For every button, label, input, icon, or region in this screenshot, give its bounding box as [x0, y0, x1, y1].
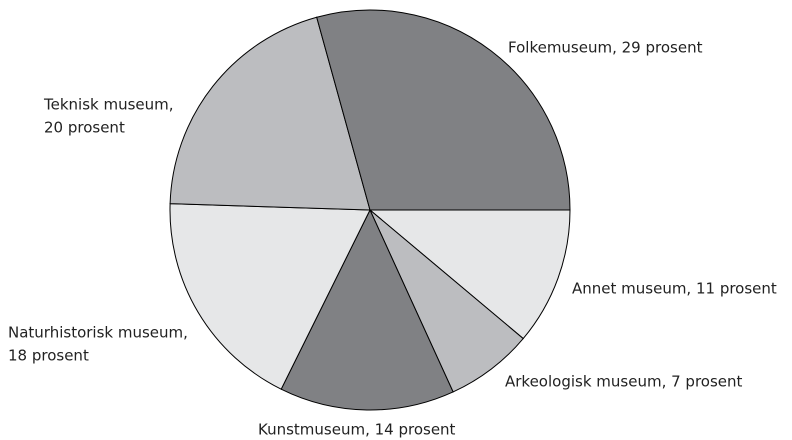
pie-slice: [280, 208, 454, 411]
slice-label: 18 prosent: [8, 347, 89, 365]
pie-slice: [169, 203, 371, 390]
slice-label: Kunstmuseum, 14 prosent: [258, 421, 456, 439]
slice-label: Folkemuseum, 29 prosent: [508, 39, 703, 57]
slice-label: Arkeologisk museum, 7 prosent: [505, 373, 743, 391]
slice-label: 20 prosent: [44, 119, 125, 137]
pie-slice: [169, 16, 371, 211]
slice-label: Teknisk museum,: [43, 96, 174, 114]
slice-label: Naturhistorisk museum,: [8, 324, 188, 342]
pie-slice: [368, 209, 571, 340]
slice-label: Annet museum, 11 prosent: [572, 280, 777, 298]
pie-slice: [316, 9, 571, 211]
